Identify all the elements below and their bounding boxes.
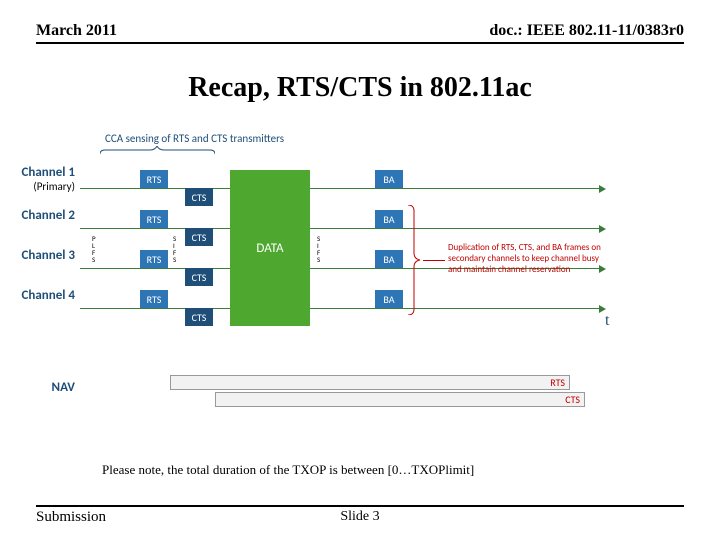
cts-box-3: CTS xyxy=(185,268,213,286)
channel-3-label: Channel 3 xyxy=(10,248,75,263)
cca-brace xyxy=(100,146,215,156)
channel-1-label: Channel 1 (Primary) xyxy=(10,165,75,193)
timeline-2 xyxy=(80,228,600,229)
rts-box-2: RTS xyxy=(140,210,168,228)
rts-box-1: RTS xyxy=(140,170,168,188)
cts-box-2: CTS xyxy=(185,228,213,246)
annotation-arrow xyxy=(423,260,445,261)
page-title: Recap, RTS/CTS in 802.11ac xyxy=(0,72,720,104)
rts-box-3: RTS xyxy=(140,250,168,268)
cts-box-4: CTS xyxy=(185,308,213,326)
plifs-label: PLFS xyxy=(92,235,96,263)
sifs-1: SIFS xyxy=(173,235,181,263)
nav-rts-bar: RTS xyxy=(170,375,570,390)
rts-box-4: RTS xyxy=(140,290,168,308)
sifs-2: SIFS xyxy=(317,235,325,263)
header-doc: doc.: IEEE 802.11-11/0383r0 xyxy=(489,22,684,40)
channel-2-label: Channel 2 xyxy=(10,208,75,223)
cts-box-1: CTS xyxy=(185,188,213,206)
timeline-1 xyxy=(80,188,600,189)
time-axis-label: t xyxy=(605,312,609,330)
cca-label: CCA sensing of RTS and CTS transmitters xyxy=(105,132,284,145)
note-text: Please note, the total duration of the T… xyxy=(102,462,474,478)
annotation-text: Duplication of RTS, CTS, and BA frames o… xyxy=(448,242,603,275)
timeline-4 xyxy=(80,308,600,309)
channel-4-label: Channel 4 xyxy=(10,288,75,303)
header-date: March 2011 xyxy=(36,22,117,40)
ba-box-4: BA xyxy=(375,290,403,308)
ba-box-1: BA xyxy=(375,170,403,188)
nav-cts-bar: CTS xyxy=(215,392,585,407)
data-box: DATA xyxy=(230,170,310,326)
ba-box-2: BA xyxy=(375,210,403,228)
annotation-brace xyxy=(406,205,424,315)
timing-diagram: CCA sensing of RTS and CTS transmitters … xyxy=(80,150,660,440)
nav-label: NAV xyxy=(10,380,75,395)
header: March 2011 doc.: IEEE 802.11-11/0383r0 xyxy=(36,22,684,44)
footer-slide: Slide 3 xyxy=(340,509,379,525)
ba-box-3: BA xyxy=(375,250,403,268)
footer-submission: Submission xyxy=(36,509,106,526)
footer: Submission Slide 3 xyxy=(36,505,684,526)
